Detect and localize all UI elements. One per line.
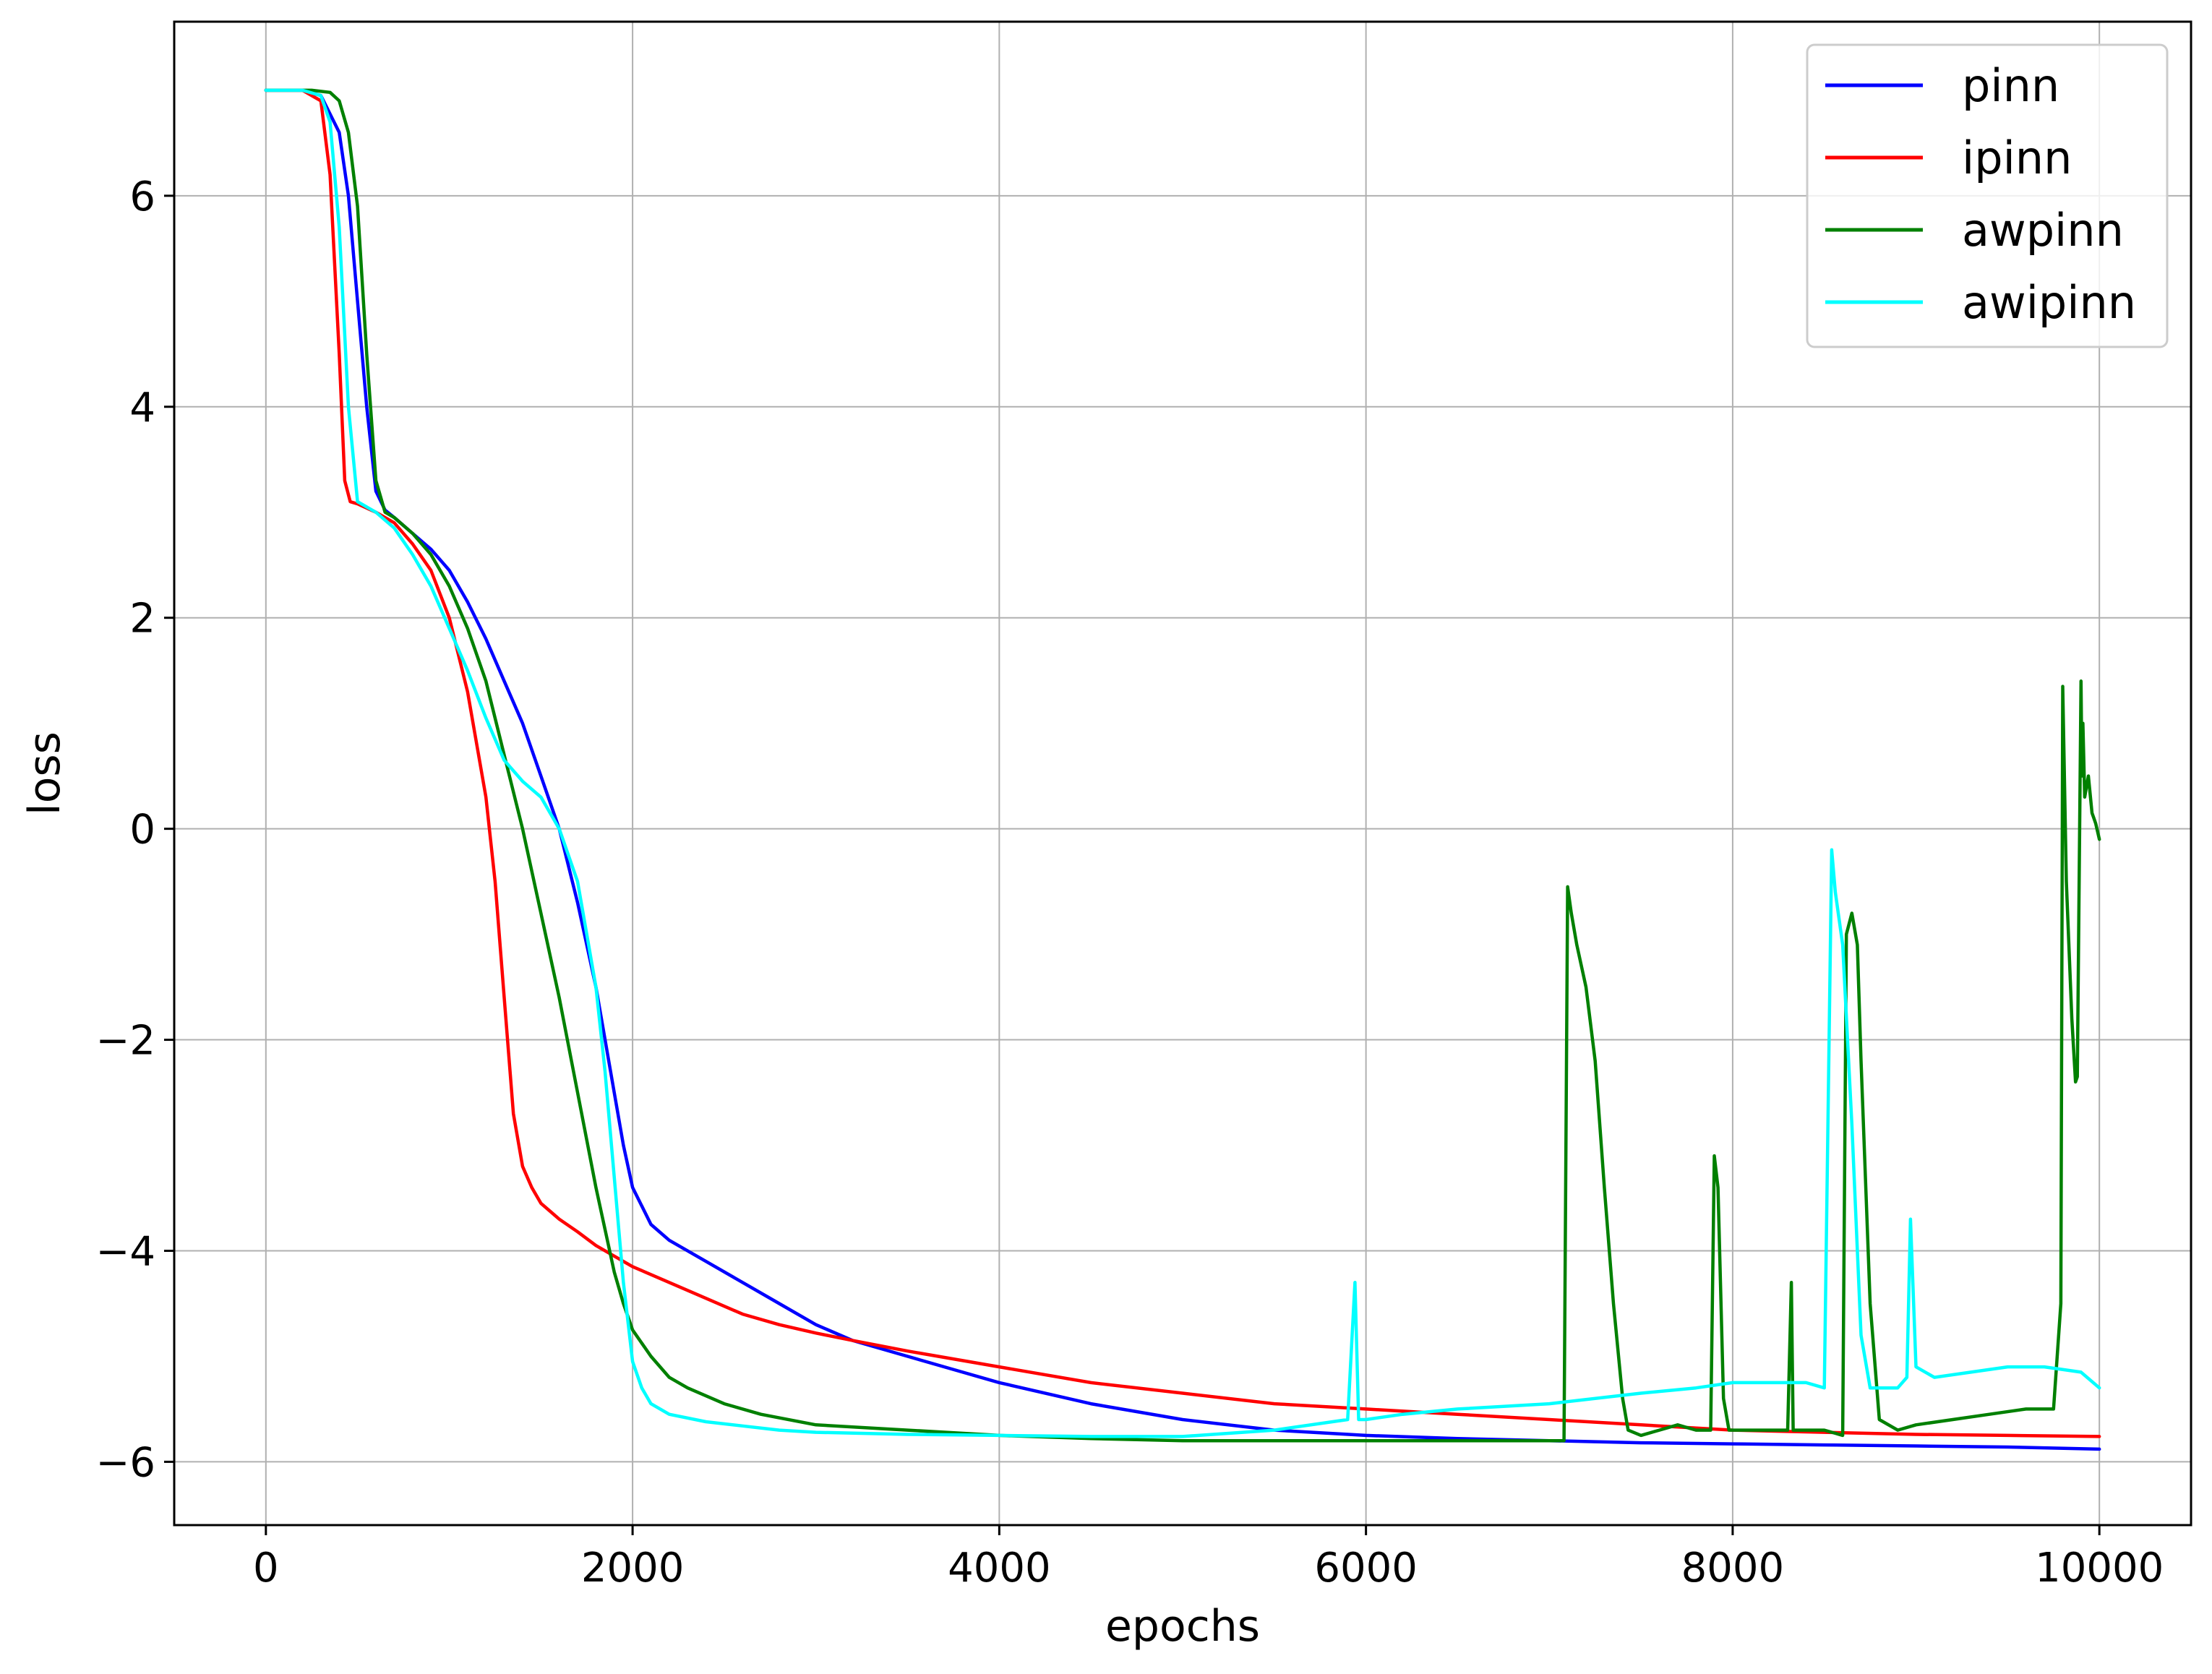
- legend-label-ipinn: ipinn: [1962, 132, 2072, 184]
- y-tick-label: 0: [129, 807, 155, 854]
- y-tick-label: −6: [95, 1439, 155, 1486]
- y-tick-label: −4: [95, 1228, 155, 1275]
- x-axis-label: epochs: [1105, 1601, 1260, 1652]
- legend-label-pinn: pinn: [1962, 59, 2059, 112]
- series-layer: [264, 88, 2101, 1451]
- y-tick-label: 6: [129, 173, 155, 220]
- legend-label-awipinn: awipinn: [1962, 276, 2136, 329]
- x-tick-label: 8000: [1681, 1545, 1785, 1592]
- legend-box: [1806, 43, 2169, 348]
- y-axis-label: loss: [20, 731, 70, 815]
- x-tick-label: 10000: [2035, 1545, 2164, 1592]
- series-line-awpinn: [264, 88, 2101, 1443]
- grid: [174, 22, 2191, 1525]
- plot-frame: [173, 20, 2192, 1527]
- y-tick-label: 4: [129, 385, 155, 432]
- x-tick-label: 6000: [1314, 1545, 1418, 1592]
- ticks: 0 2000 4000 6000 8000 10000 −6 −4 −2 0 2 4 6: [95, 173, 2164, 1592]
- x-tick-label: 2000: [581, 1545, 685, 1592]
- x-tick-label: 4000: [948, 1545, 1051, 1592]
- legend-label-awpinn: awpinn: [1962, 204, 2124, 257]
- legend: pinn ipinn awpinn awipinn: [1806, 43, 2169, 348]
- y-tick-label: 2: [129, 596, 155, 643]
- series-line-awipinn: [264, 88, 2101, 1438]
- x-tick-label: 0: [253, 1545, 279, 1592]
- y-tick-label: −2: [95, 1018, 155, 1065]
